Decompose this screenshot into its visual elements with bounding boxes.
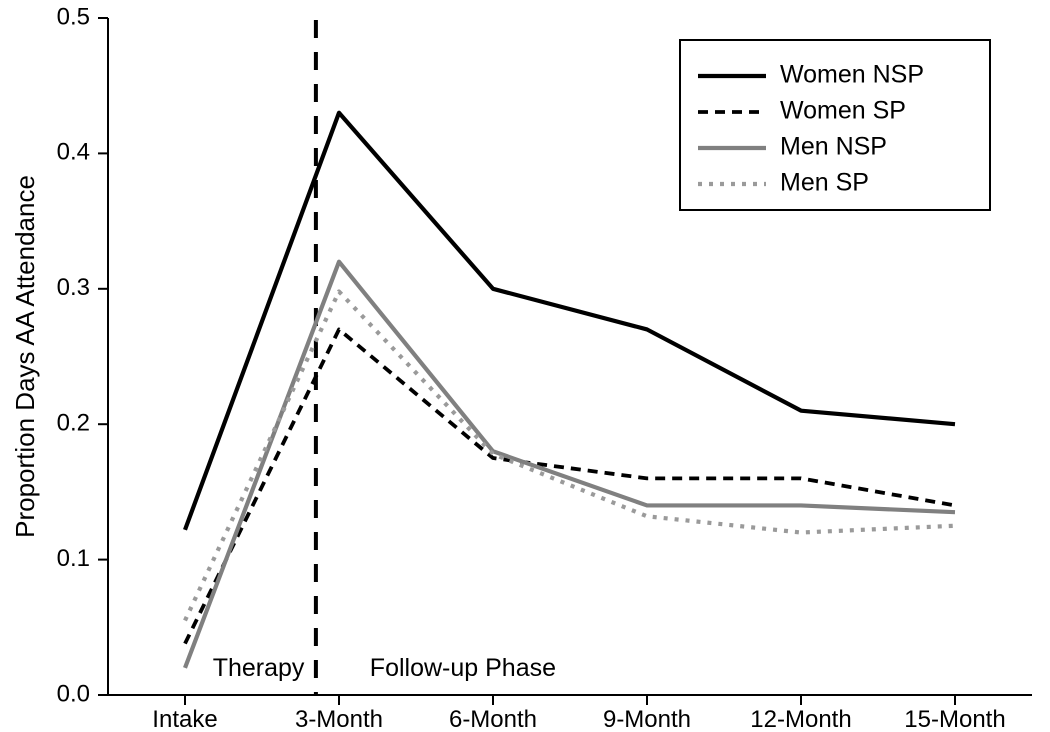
series-line bbox=[185, 262, 955, 668]
line-chart: 0.0 0.1 0.2 0.3 0.4 0.5 Intake 3-Month 6-Month 9-… bbox=[0, 0, 1050, 732]
x-tick-label: 15-Month bbox=[904, 706, 1005, 732]
series-line bbox=[185, 292, 955, 621]
legend-label: Women SP bbox=[780, 97, 906, 125]
x-tick-label: Intake bbox=[152, 706, 217, 732]
y-tick-label: 0.1 bbox=[57, 545, 90, 572]
phase-label: Therapy bbox=[213, 654, 305, 682]
y-tick-label: 0.0 bbox=[57, 680, 90, 707]
chart-svg: 0.0 0.1 0.2 0.3 0.4 0.5 Intake 3-Month 6-Month 9-… bbox=[0, 0, 1050, 732]
legend-label: Women NSP bbox=[780, 61, 924, 89]
series-line bbox=[185, 329, 955, 643]
x-tick-label: 12-Month bbox=[750, 706, 851, 732]
y-tick-label: 0.4 bbox=[57, 139, 90, 166]
legend-label: Men SP bbox=[780, 169, 869, 197]
legend: Women NSP Women SP Men NSP Men SP bbox=[680, 40, 990, 210]
y-tick-label: 0.5 bbox=[57, 3, 90, 30]
x-tick-label: 9-Month bbox=[603, 706, 691, 732]
phase-labels: Therapy Follow-up Phase bbox=[213, 654, 556, 682]
x-tick-label: 6-Month bbox=[449, 706, 537, 732]
x-tick-label: 3-Month bbox=[295, 706, 383, 732]
phase-label: Follow-up Phase bbox=[370, 654, 556, 682]
legend-label: Men NSP bbox=[780, 133, 887, 161]
y-tick-label: 0.3 bbox=[57, 274, 90, 301]
y-tick-label: 0.2 bbox=[57, 410, 90, 437]
y-axis-label: Proportion Days AA Attendance bbox=[10, 175, 40, 538]
